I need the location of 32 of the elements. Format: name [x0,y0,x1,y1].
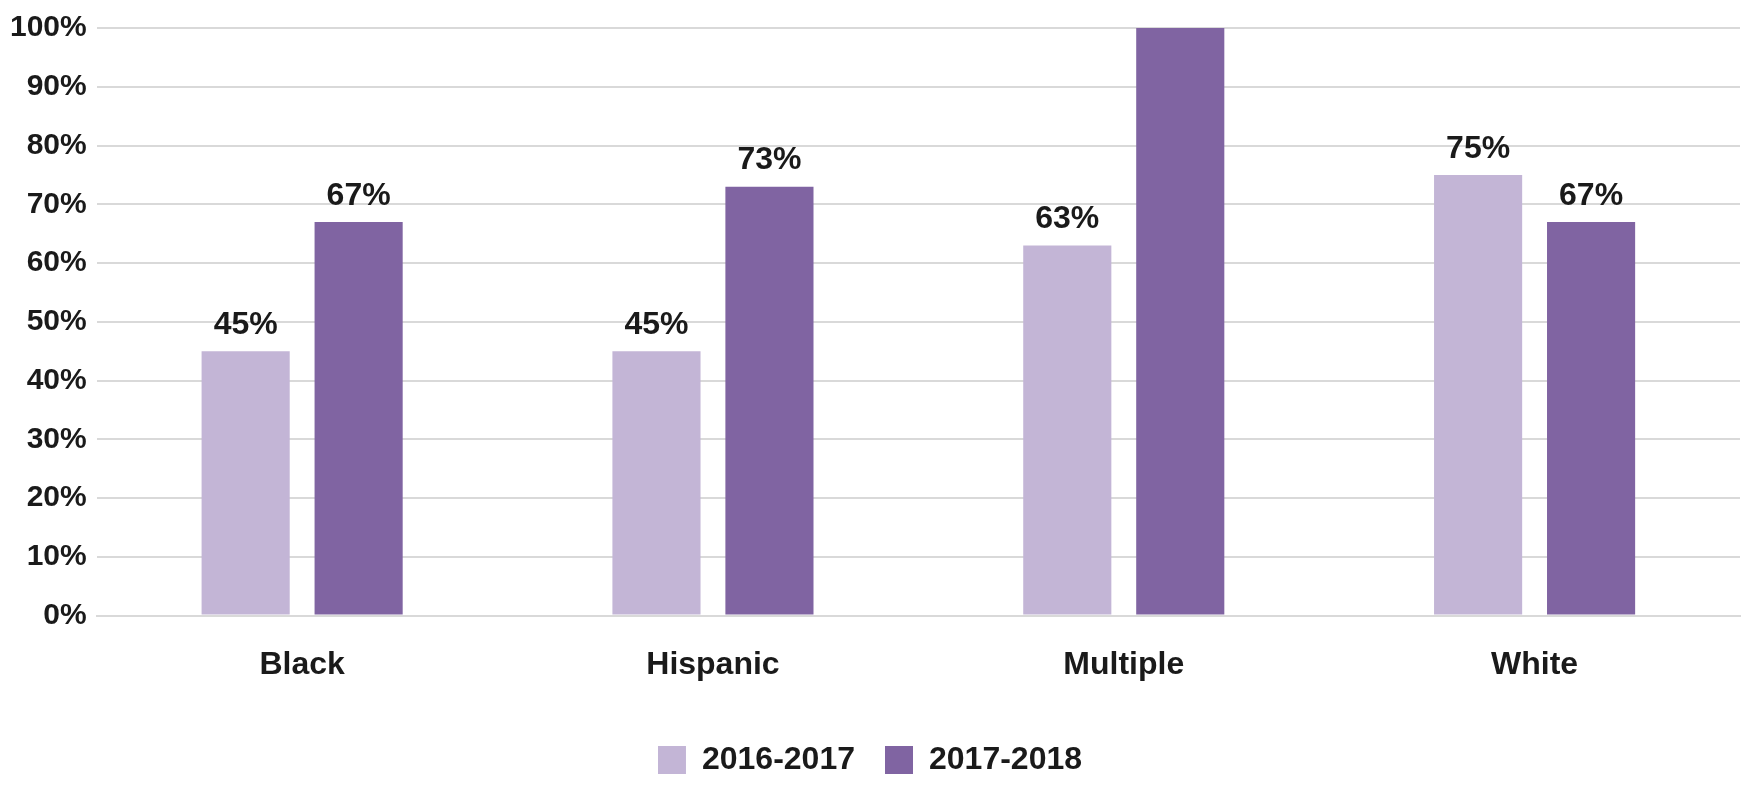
bar [1547,221,1636,615]
y-tick-label: 20% [26,479,87,513]
data-label: 45% [624,305,689,342]
x-tick-label: White [1491,644,1579,681]
bar [1023,245,1112,615]
y-tick-label: 40% [26,361,87,395]
x-tick-label: Multiple [1063,644,1185,681]
x-tick-label: Hispanic [646,644,780,681]
y-tick-label: 70% [26,185,87,219]
x-tick-label: Black [259,644,346,681]
data-label: 45% [213,305,278,342]
bar [725,186,814,615]
y-tick-label: 100% [9,9,87,43]
legend-label: 2016-2017 [701,739,855,776]
bar [1136,28,1225,615]
data-label: 67% [326,175,391,212]
y-tick-label: 60% [26,244,87,278]
bar [612,351,701,615]
data-label: 73% [737,140,802,177]
legend-label: 2017-2018 [929,739,1083,776]
y-tick-label: 0% [43,596,87,630]
bar [314,221,403,615]
bar [201,351,290,615]
y-tick-label: 50% [26,303,87,337]
y-tick-label: 80% [26,126,87,160]
y-tick-label: 90% [26,68,87,102]
y-tick-label: 10% [26,538,87,572]
data-label: 67% [1559,175,1624,212]
data-label: 75% [1446,128,1511,165]
bar [1434,174,1523,615]
data-label: 63% [1035,199,1100,236]
y-tick-label: 30% [26,420,87,454]
